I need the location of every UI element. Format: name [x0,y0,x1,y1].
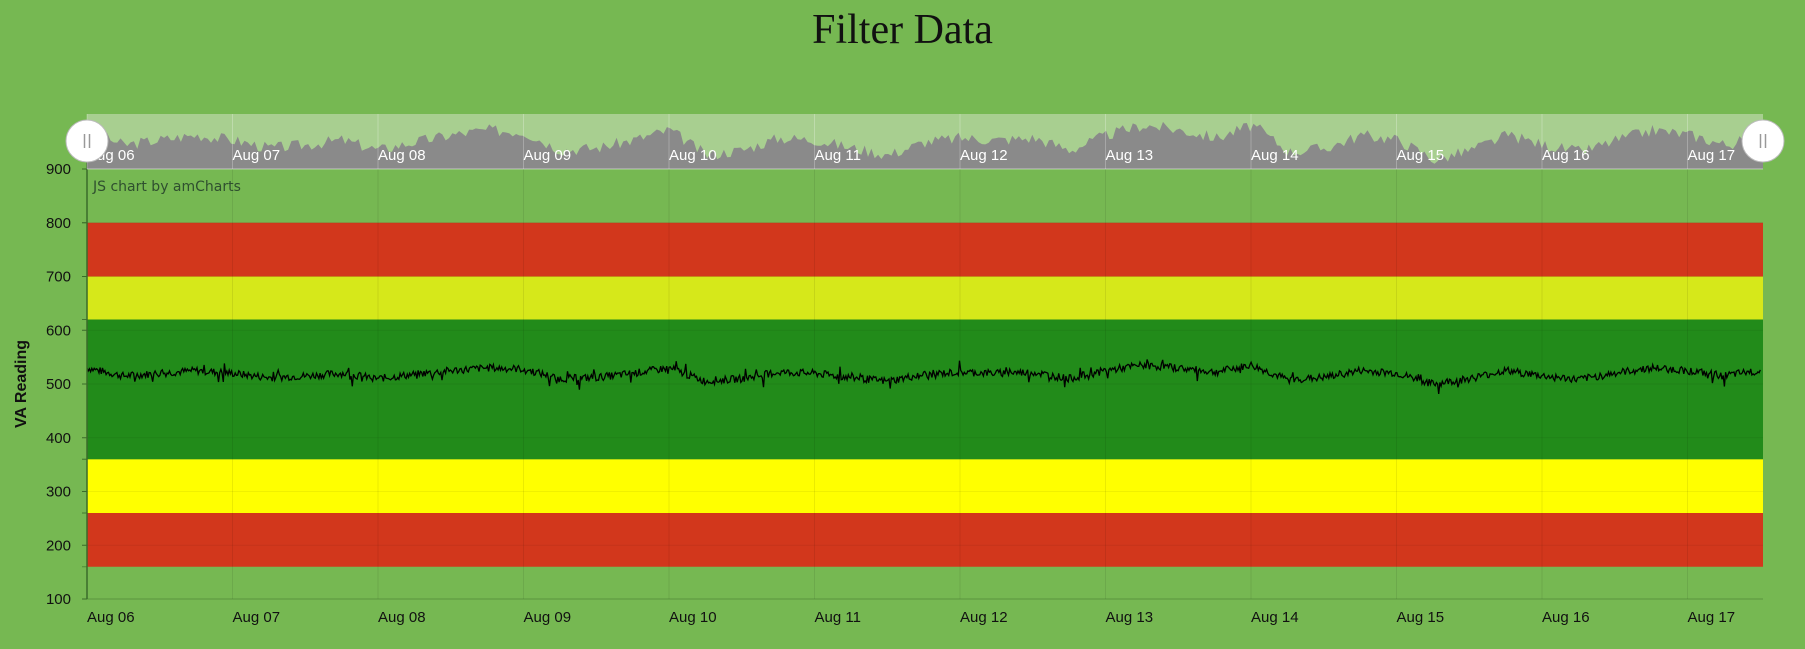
grip-circle [65,119,109,163]
x-tick-label: Aug 08 [378,609,426,626]
y-tick-label: 600 [46,322,71,339]
x-tick-label: Aug 06 [87,609,135,626]
x-tick-label: Aug 15 [1397,609,1445,626]
threshold-band-3 [87,276,1763,320]
y-tick-label: 100 [46,591,71,608]
navigator-date-label: Aug 13 [1106,147,1154,164]
x-tick-label: Aug 09 [524,609,572,626]
x-tick-label: Aug 10 [669,609,717,626]
va-reading-series-line [87,359,1761,394]
threshold-band-2 [87,319,1763,460]
x-tick-label: Aug 07 [233,609,281,626]
threshold-band-1 [87,459,1763,513]
scrollbar-end-grip[interactable] [1741,119,1785,163]
series-layer [87,359,1761,394]
y-tick-label: 800 [46,215,71,232]
navigator-date-label: Aug 08 [378,147,426,164]
grip-circle [1741,119,1785,163]
threshold-bands [87,222,1763,567]
page-title: Filter Data [812,7,993,53]
y-tick-label: 200 [46,537,71,554]
x-tick-label: Aug 17 [1688,609,1736,626]
navigator-date-label: Aug 07 [233,147,281,164]
x-tick-label: Aug 11 [815,609,861,626]
navigator-date-label: Aug 12 [960,147,1008,164]
x-tick-label: Aug 13 [1106,609,1154,626]
y-tick-label: 700 [46,269,71,286]
grid-lines [86,168,1763,600]
navigator-date-label: Aug 09 [524,147,572,164]
navigator-date-label: Aug 10 [669,147,717,164]
threshold-band-4 [87,222,1763,277]
threshold-band-0 [87,513,1763,567]
navigator-date-label: Aug 14 [1251,147,1299,164]
scrollbar-navigator[interactable]: Aug 06 Aug 07 Aug 08 Aug 09 Aug 10 Aug 11 Aug … [65,114,1785,170]
x-tick-label: Aug 14 [1251,609,1299,626]
amcharts-credit[interactable]: JS chart by amCharts [92,179,241,195]
y-tick-label: 300 [46,484,71,501]
y-tick-label: 400 [46,430,71,447]
navigator-date-label: Aug 15 [1397,147,1445,164]
navigator-mini-chart [87,121,1763,169]
y-tick-label: 900 [46,161,71,178]
x-tick-label: Aug 16 [1542,609,1590,626]
scrollbar-start-grip[interactable] [65,119,109,163]
x-tick-label: Aug 12 [960,609,1008,626]
navigator-date-label: Aug 16 [1542,147,1590,164]
axes: 100 200 300 400 500 600 700 800 900 Aug 06 Aug 07 A… [46,159,1763,626]
navigator-date-label: Aug 11 [815,147,861,164]
navigator-date-label: Aug 17 [1688,147,1736,164]
y-tick-label: 500 [46,376,71,393]
y-axis-label: VA Reading [13,340,30,428]
